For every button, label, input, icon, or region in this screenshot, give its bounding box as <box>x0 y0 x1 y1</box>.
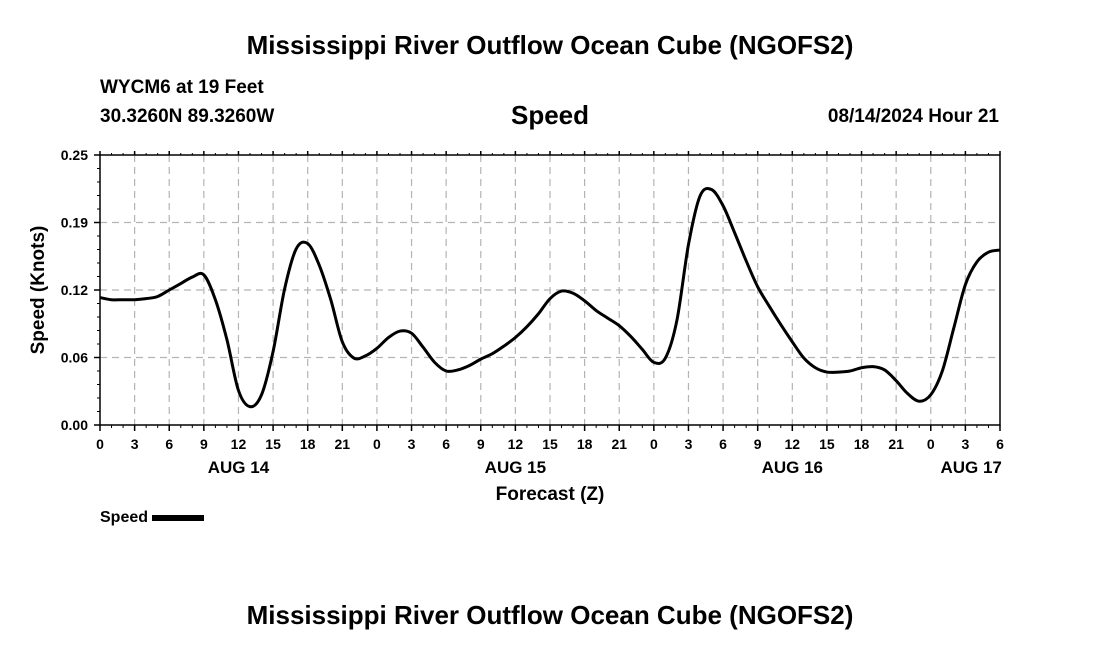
x-tick-label: 21 <box>335 436 351 452</box>
x-tick-label: 3 <box>685 436 693 452</box>
x-tick-label: 21 <box>888 436 904 452</box>
x-tick-label: 18 <box>577 436 593 452</box>
x-tick-label: 0 <box>96 436 104 452</box>
x-tick-label: 15 <box>542 436 558 452</box>
x-tick-label: 21 <box>611 436 627 452</box>
x-tick-label: 12 <box>508 436 524 452</box>
chart-ticks <box>94 151 1001 431</box>
x-tick-label: 0 <box>927 436 935 452</box>
x-tick-label: 6 <box>719 436 727 452</box>
x-tick-label: 18 <box>300 436 316 452</box>
y-tick-label: 0.00 <box>61 417 88 433</box>
x-tick-label: 3 <box>961 436 969 452</box>
chart-grid <box>100 155 1000 425</box>
date-label: AUG 17 <box>940 458 1001 477</box>
station-coordinates: 30.3260N 89.3260W <box>100 106 275 127</box>
legend-label: Speed <box>100 509 149 526</box>
x-tick-label: 9 <box>477 436 485 452</box>
x-tick-label: 9 <box>200 436 208 452</box>
x-tick-label: 12 <box>785 436 801 452</box>
date-labels: AUG 14 AUG 15 AUG 16 AUG 17 <box>208 458 1002 477</box>
x-tick-label: 0 <box>650 436 658 452</box>
y-tick-label: 0.12 <box>61 282 88 298</box>
station-label: WYCM6 at 19 Feet <box>100 77 264 98</box>
x-tick-label: 3 <box>131 436 139 452</box>
forecast-timestamp: 08/14/2024 Hour 21 <box>827 106 999 127</box>
x-tick-label: 3 <box>408 436 416 452</box>
date-label: AUG 16 <box>762 458 823 477</box>
x-tick-labels: 0 3 6 9 12 15 18 21 0 3 6 9 12 15 18 21 0 3 6 9 12 15 18 21 0 3 6 <box>96 436 1004 452</box>
x-tick-label: 15 <box>265 436 281 452</box>
x-tick-label: 12 <box>231 436 247 452</box>
x-tick-label: 18 <box>854 436 870 452</box>
date-label: AUG 14 <box>208 458 270 477</box>
chart-title: Speed <box>510 100 590 130</box>
x-axis-label: Forecast (Z) <box>496 484 605 505</box>
speed-series-line <box>99 186 1001 409</box>
x-tick-label: 0 <box>373 436 381 452</box>
page-title: Mississippi River Outflow Ocean Cube (NG… <box>246 30 854 60</box>
x-tick-label: 6 <box>442 436 450 452</box>
legend-swatch <box>152 515 205 521</box>
x-tick-label: 6 <box>165 436 173 452</box>
legend: Speed <box>100 509 205 527</box>
x-tick-label: 9 <box>754 436 762 452</box>
y-tick-label: 0.06 <box>61 350 88 366</box>
footer-title: Mississippi River Outflow Ocean Cube (NG… <box>246 600 854 630</box>
date-label: AUG 15 <box>485 458 546 477</box>
x-tick-label: 6 <box>996 436 1004 452</box>
y-tick-label: 0.19 <box>61 215 88 231</box>
x-tick-label: 15 <box>819 436 835 452</box>
y-tick-label: 0.25 <box>61 147 88 163</box>
y-axis-label: Speed (Knots) <box>28 226 49 355</box>
plot-frame <box>99 154 1001 426</box>
y-tick-labels: 0.00 0.06 0.12 0.19 0.25 <box>61 147 88 433</box>
